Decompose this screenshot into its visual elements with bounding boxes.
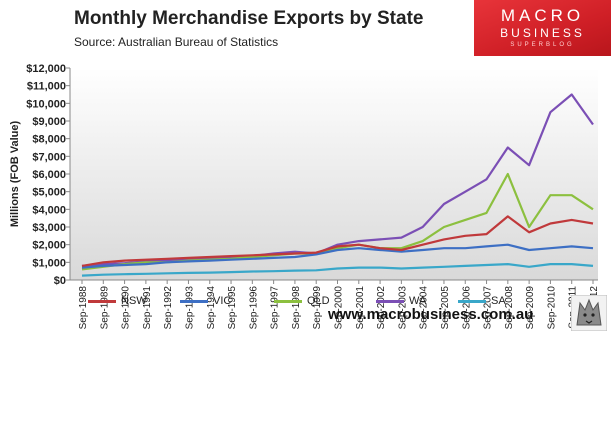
y-tick-label: $8,000 bbox=[32, 134, 66, 146]
chart-title: Monthly Merchandise Exports by State bbox=[74, 8, 424, 29]
y-tick-label: $3,000 bbox=[32, 222, 66, 234]
wolf-logo-icon bbox=[571, 295, 607, 331]
y-tick-label: $0 bbox=[54, 275, 66, 287]
logo-line-2: BUSINESS bbox=[500, 26, 585, 40]
y-axis-label: Millions (FOB Value) bbox=[9, 120, 21, 227]
chart-subtitle: Source: Australian Bureau of Statistics bbox=[74, 35, 279, 49]
x-tick-label: Sep-2010 bbox=[546, 286, 557, 330]
series-line-wa bbox=[81, 93, 594, 267]
macrobusiness-logo: MACRO BUSINESS SUPERBLOG bbox=[474, 0, 611, 56]
x-tick-label: Sep-2002 bbox=[376, 286, 387, 330]
x-tick-label: Sep-1998 bbox=[291, 286, 302, 330]
y-tick-label: $12,000 bbox=[26, 63, 66, 75]
y-tick-label: $7,000 bbox=[32, 151, 66, 163]
legend-label: SA bbox=[491, 295, 506, 307]
y-tick-label: $9,000 bbox=[32, 116, 66, 128]
x-tick-label: Sep-1996 bbox=[248, 286, 259, 330]
series-line-nsw bbox=[81, 215, 594, 267]
y-tick-label: $5,000 bbox=[32, 187, 66, 199]
x-tick-label: Sep-2006 bbox=[461, 286, 472, 330]
series-line-sa bbox=[81, 263, 594, 277]
legend-swatch bbox=[180, 300, 208, 303]
y-tick-label: $11,000 bbox=[27, 81, 66, 93]
x-tick-label: Sep-1991 bbox=[142, 286, 153, 330]
legend-label: WA bbox=[409, 295, 427, 307]
legend-swatch bbox=[376, 300, 404, 303]
x-tick-label: Sep-1997 bbox=[270, 286, 281, 330]
y-tick-label: $4,000 bbox=[32, 204, 66, 216]
x-tick-label: Sep-2001 bbox=[355, 286, 366, 330]
x-tick-label: Sep-1994 bbox=[206, 286, 217, 330]
y-tick-label: $1,000 bbox=[32, 257, 66, 269]
x-tick-label: Sep-1993 bbox=[184, 286, 195, 330]
x-tick-label: Sep-2003 bbox=[397, 286, 408, 330]
x-tick-label: Sep-1999 bbox=[312, 286, 323, 330]
legend-label: QLD bbox=[307, 295, 330, 307]
x-tick-label: Sep-1988 bbox=[78, 286, 89, 330]
legend-label: NSW bbox=[121, 295, 147, 307]
x-tick-label: Sep-1992 bbox=[163, 286, 174, 330]
x-tick-label: Sep-1990 bbox=[121, 286, 132, 330]
y-tick-label: $10,000 bbox=[26, 98, 66, 110]
legend-swatch bbox=[88, 300, 116, 303]
x-tick-label: Sep-2005 bbox=[440, 286, 451, 330]
legend-swatch bbox=[274, 300, 302, 303]
logo-line-1: MACRO bbox=[500, 6, 585, 25]
website-url: www.macrobusiness.com.au bbox=[328, 306, 534, 323]
x-tick-label: Sep-2008 bbox=[504, 286, 515, 330]
y-tick-label: $6,000 bbox=[32, 169, 66, 181]
legend-swatch bbox=[458, 300, 486, 303]
series-line-vic bbox=[81, 243, 594, 269]
x-tick-label: Sep-1989 bbox=[99, 286, 110, 330]
logo-line-3: SUPERBLOG bbox=[510, 42, 575, 48]
x-tick-label: Sep-2009 bbox=[525, 286, 536, 330]
y-tick-label: $2,000 bbox=[32, 240, 66, 252]
x-tick-label: Sep-2007 bbox=[483, 286, 494, 330]
x-tick-label: Sep-1995 bbox=[227, 286, 238, 330]
x-tick-label: Sep-2004 bbox=[419, 286, 430, 330]
x-tick-label: Sep-2000 bbox=[334, 286, 345, 330]
legend-label: VIC bbox=[213, 295, 232, 307]
